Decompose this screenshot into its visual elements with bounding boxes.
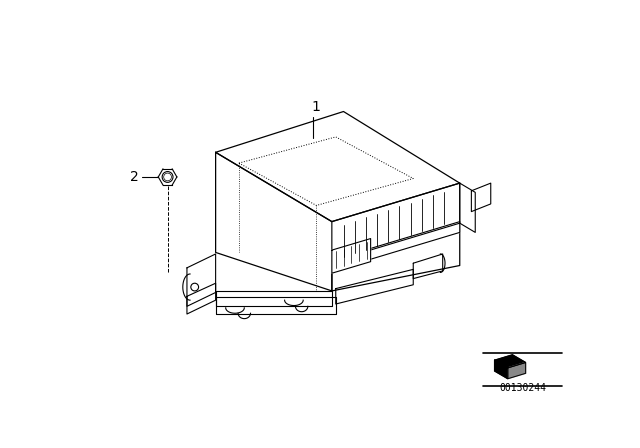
Polygon shape [332, 238, 371, 273]
Polygon shape [413, 254, 443, 279]
Polygon shape [332, 222, 460, 271]
Polygon shape [460, 183, 476, 233]
Text: 00130244: 00130244 [499, 383, 546, 392]
Polygon shape [332, 183, 460, 262]
Text: 1: 1 [311, 100, 320, 114]
Polygon shape [216, 112, 460, 222]
Polygon shape [472, 183, 491, 211]
Polygon shape [216, 152, 332, 291]
Polygon shape [216, 291, 332, 306]
Polygon shape [239, 137, 413, 206]
Polygon shape [187, 283, 216, 314]
Polygon shape [508, 362, 525, 379]
Polygon shape [495, 355, 525, 368]
Polygon shape [336, 269, 413, 304]
Polygon shape [187, 254, 216, 306]
Polygon shape [495, 360, 508, 379]
Text: 2: 2 [130, 170, 139, 184]
Polygon shape [216, 297, 336, 314]
Polygon shape [332, 183, 460, 291]
